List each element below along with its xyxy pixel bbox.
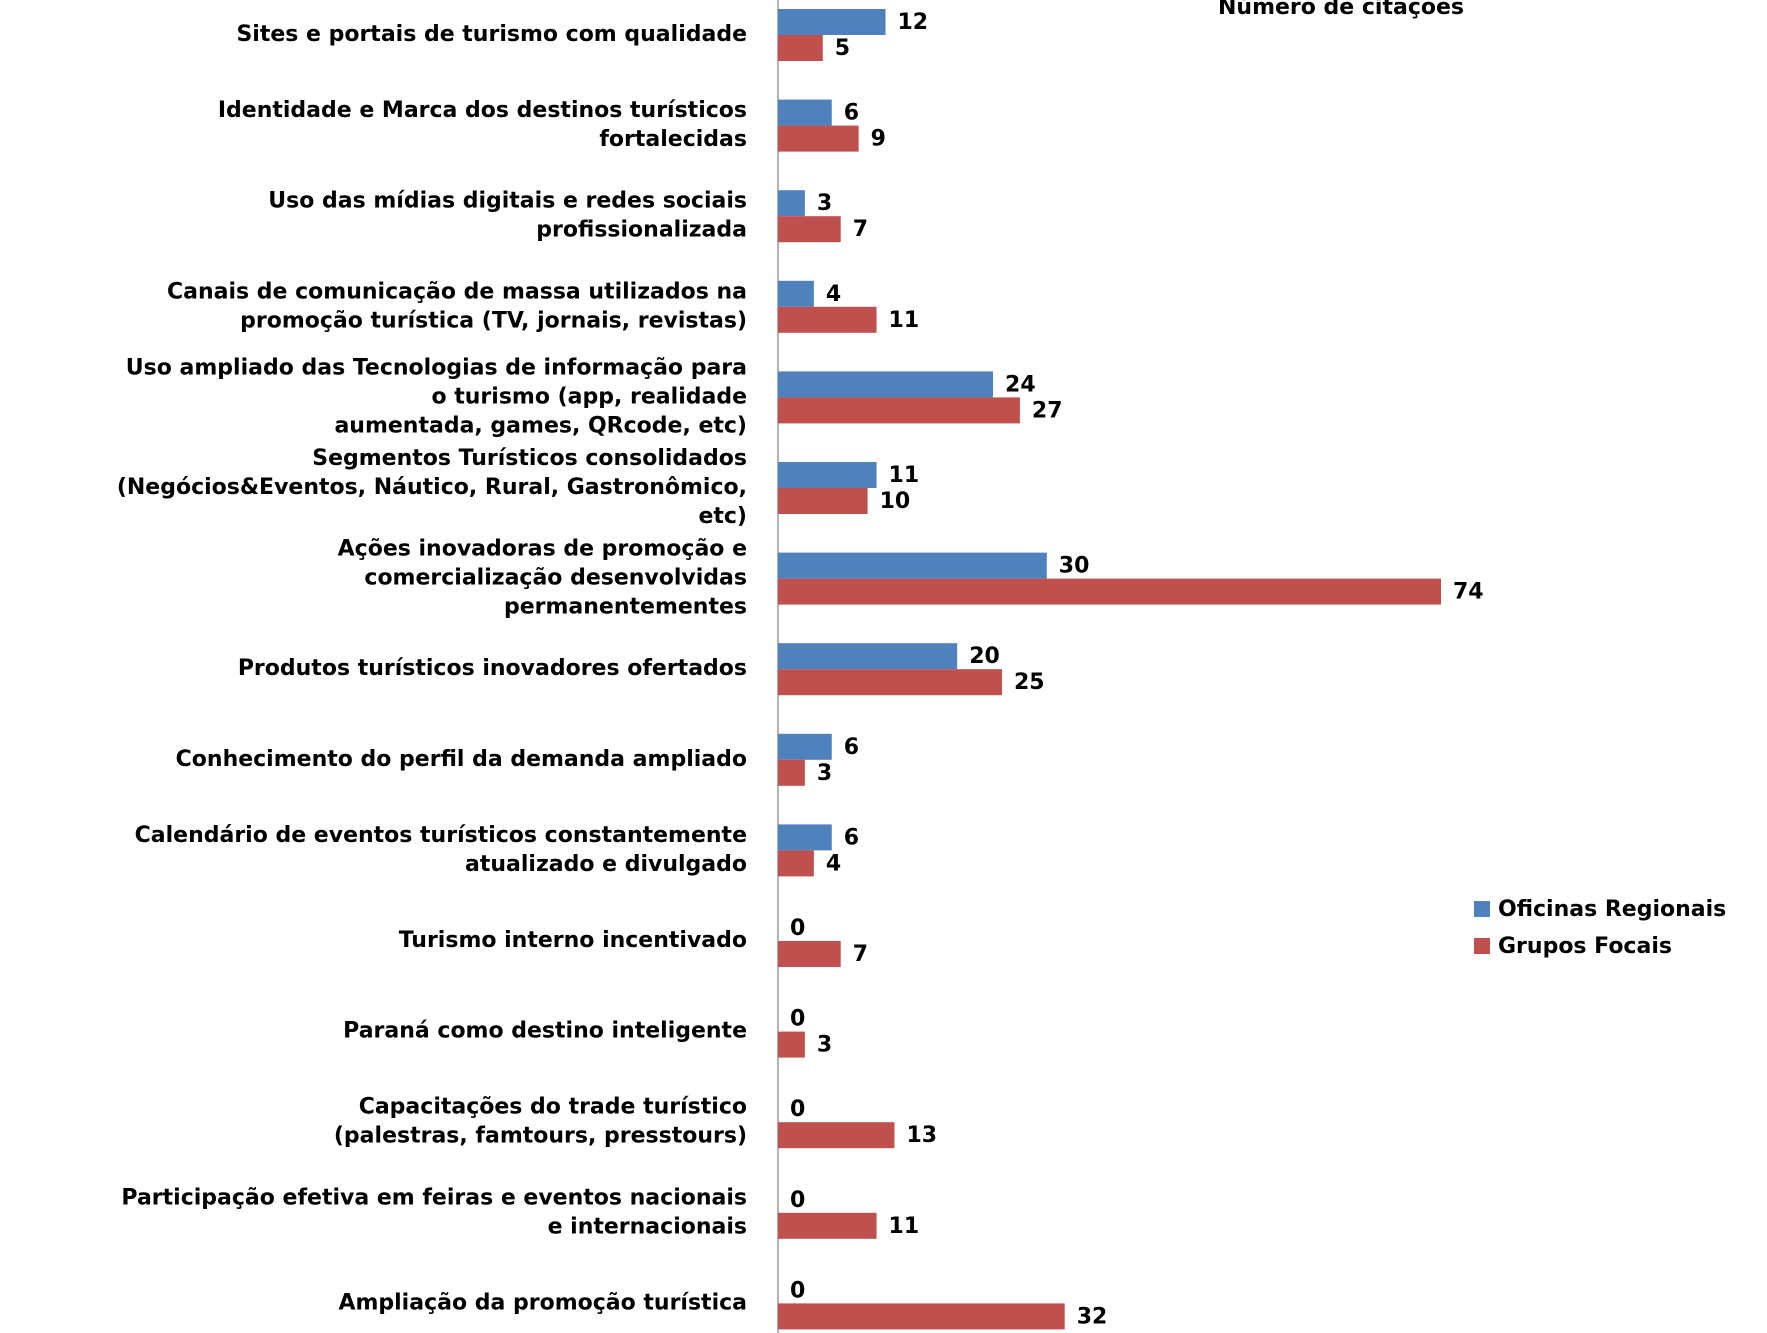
data-label: 6 — [844, 101, 859, 126]
y-tick-label: Turismo interno incentivado — [399, 928, 747, 953]
data-label: 25 — [1014, 670, 1045, 695]
bar — [778, 99, 832, 126]
data-label: 7 — [853, 942, 868, 967]
y-tick-label: Conhecimento do perfil da demanda amplia… — [176, 747, 747, 772]
data-label: 20 — [969, 644, 1000, 669]
bar — [778, 462, 877, 488]
y-tick-label: Sites e portais de turismo com qualidade — [236, 22, 747, 47]
bar — [778, 1212, 877, 1239]
bar — [778, 643, 958, 670]
data-label: 11 — [889, 1214, 920, 1239]
data-label: 32 — [1077, 1304, 1108, 1329]
data-label: 6 — [844, 735, 859, 760]
y-tick-label: Uso ampliado das Tecnologias de informaç… — [126, 355, 747, 438]
data-label: 5 — [835, 36, 850, 61]
data-label: 74 — [1453, 580, 1484, 605]
bar — [778, 941, 841, 967]
y-tick-label: Ampliação da promoção turística — [338, 1290, 747, 1315]
y-tick-label: Identidade e Marca dos destinos turístic… — [218, 98, 747, 152]
data-label: 0 — [790, 1007, 805, 1032]
bar — [778, 850, 814, 877]
data-label: 9 — [871, 127, 886, 152]
data-label: 4 — [826, 851, 841, 876]
y-tick-label: Produtos turísticos inovadores ofertados — [238, 656, 747, 681]
y-tick-label: Canais de comunicação de massa utilizado… — [167, 279, 747, 333]
bar — [778, 488, 868, 514]
data-label: 0 — [790, 1278, 805, 1303]
data-label: 24 — [1005, 372, 1036, 397]
y-tick-label: Segmentos Turísticos consolidados (Negóci… — [117, 446, 747, 529]
bar — [778, 125, 859, 152]
bar — [778, 190, 805, 217]
data-label: 11 — [889, 463, 920, 488]
bar — [778, 824, 832, 851]
data-label: 3 — [817, 191, 832, 216]
bar — [778, 1122, 895, 1149]
y-tick-label: Uso das mídias digitais e redes sociais p… — [268, 189, 747, 243]
legend-swatch — [1474, 901, 1490, 917]
data-label: 0 — [790, 1188, 805, 1213]
bar — [778, 552, 1047, 579]
data-label: 4 — [826, 282, 841, 307]
y-tick-label: Participação efetiva em feiras e eventos… — [121, 1185, 747, 1239]
data-label: 6 — [844, 825, 859, 850]
bar — [778, 1031, 805, 1058]
bar — [778, 669, 1002, 696]
bar — [778, 1303, 1065, 1330]
bar — [778, 216, 841, 243]
data-label: 3 — [817, 1033, 832, 1058]
legend-label: Oficinas Regionais — [1498, 897, 1726, 922]
data-label: 10 — [880, 489, 911, 514]
chart-title: Número de citações — [1218, 0, 1464, 20]
y-tick-label: Calendário de eventos turísticos constan… — [135, 823, 747, 877]
bar — [778, 578, 1441, 605]
bar — [778, 280, 814, 307]
bar — [778, 306, 877, 333]
bar — [778, 371, 994, 398]
y-tick-label: Capacitações do trade turístico (palestra… — [334, 1095, 747, 1149]
y-tick-label: Paraná como destino inteligente — [343, 1019, 747, 1044]
legend-label: Grupos Focais — [1498, 934, 1672, 959]
bar — [778, 759, 805, 786]
bar — [778, 9, 886, 35]
data-label: 12 — [898, 10, 929, 35]
data-label: 0 — [790, 1097, 805, 1122]
data-label: 3 — [817, 761, 832, 786]
data-label: 7 — [853, 217, 868, 242]
bar — [778, 397, 1020, 424]
data-label: 30 — [1059, 554, 1090, 579]
data-label: 27 — [1032, 398, 1063, 423]
y-tick-label: Ações inovadoras de promoção e comerciali… — [338, 537, 747, 620]
data-label: 11 — [889, 308, 920, 333]
data-label: 13 — [906, 1123, 937, 1148]
legend-swatch — [1474, 938, 1490, 954]
bar — [778, 733, 832, 760]
bar — [778, 35, 823, 61]
data-label: 0 — [790, 916, 805, 941]
